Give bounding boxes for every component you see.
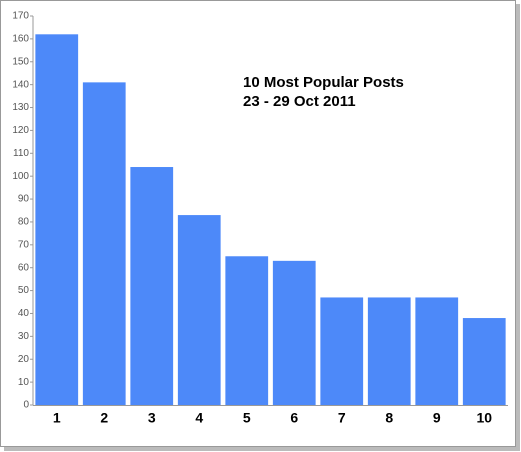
chart-subtitle: 23 - 29 Oct 2011 [243, 93, 356, 110]
y-tick-label: 110 [13, 148, 29, 159]
bar [225, 256, 269, 405]
bar [462, 318, 506, 405]
x-tick-label: 10 [476, 410, 492, 426]
y-tick-label: 100 [12, 171, 29, 182]
y-tick-label: 160 [12, 34, 29, 45]
bar [320, 297, 364, 405]
y-tick-label: 0 [23, 400, 29, 411]
bar [82, 82, 126, 405]
x-tick-label: 4 [195, 410, 203, 426]
y-tick-label: 10 [18, 377, 30, 388]
x-tick-label: 8 [385, 410, 393, 426]
bar [35, 34, 79, 406]
y-tick-label: 130 [12, 102, 29, 113]
chart-title: 10 Most Popular Posts [243, 74, 404, 91]
bar [415, 297, 459, 405]
bar [272, 260, 316, 405]
bar [367, 297, 411, 405]
y-tick-label: 120 [12, 125, 29, 136]
x-tick-label: 1 [53, 410, 61, 426]
bar [130, 167, 174, 405]
x-tick-label: 9 [433, 410, 441, 426]
y-tick-label: 50 [18, 285, 30, 296]
y-tick-label: 60 [18, 262, 30, 273]
y-tick-label: 170 [12, 11, 29, 22]
x-tick-label: 3 [148, 410, 156, 426]
y-tick-label: 90 [18, 194, 30, 205]
x-tick-label: 5 [243, 410, 251, 426]
y-tick-label: 30 [18, 331, 30, 342]
x-tick-label: 2 [100, 410, 108, 426]
bar [177, 215, 221, 405]
y-tick-label: 150 [12, 56, 29, 67]
y-tick-label: 80 [18, 217, 30, 228]
y-tick-label: 20 [18, 354, 30, 365]
y-tick-label: 140 [12, 79, 29, 90]
x-tick-label: 7 [338, 410, 346, 426]
y-tick-label: 70 [18, 239, 30, 250]
x-tick-label: 6 [290, 410, 298, 426]
y-tick-label: 40 [18, 308, 30, 319]
